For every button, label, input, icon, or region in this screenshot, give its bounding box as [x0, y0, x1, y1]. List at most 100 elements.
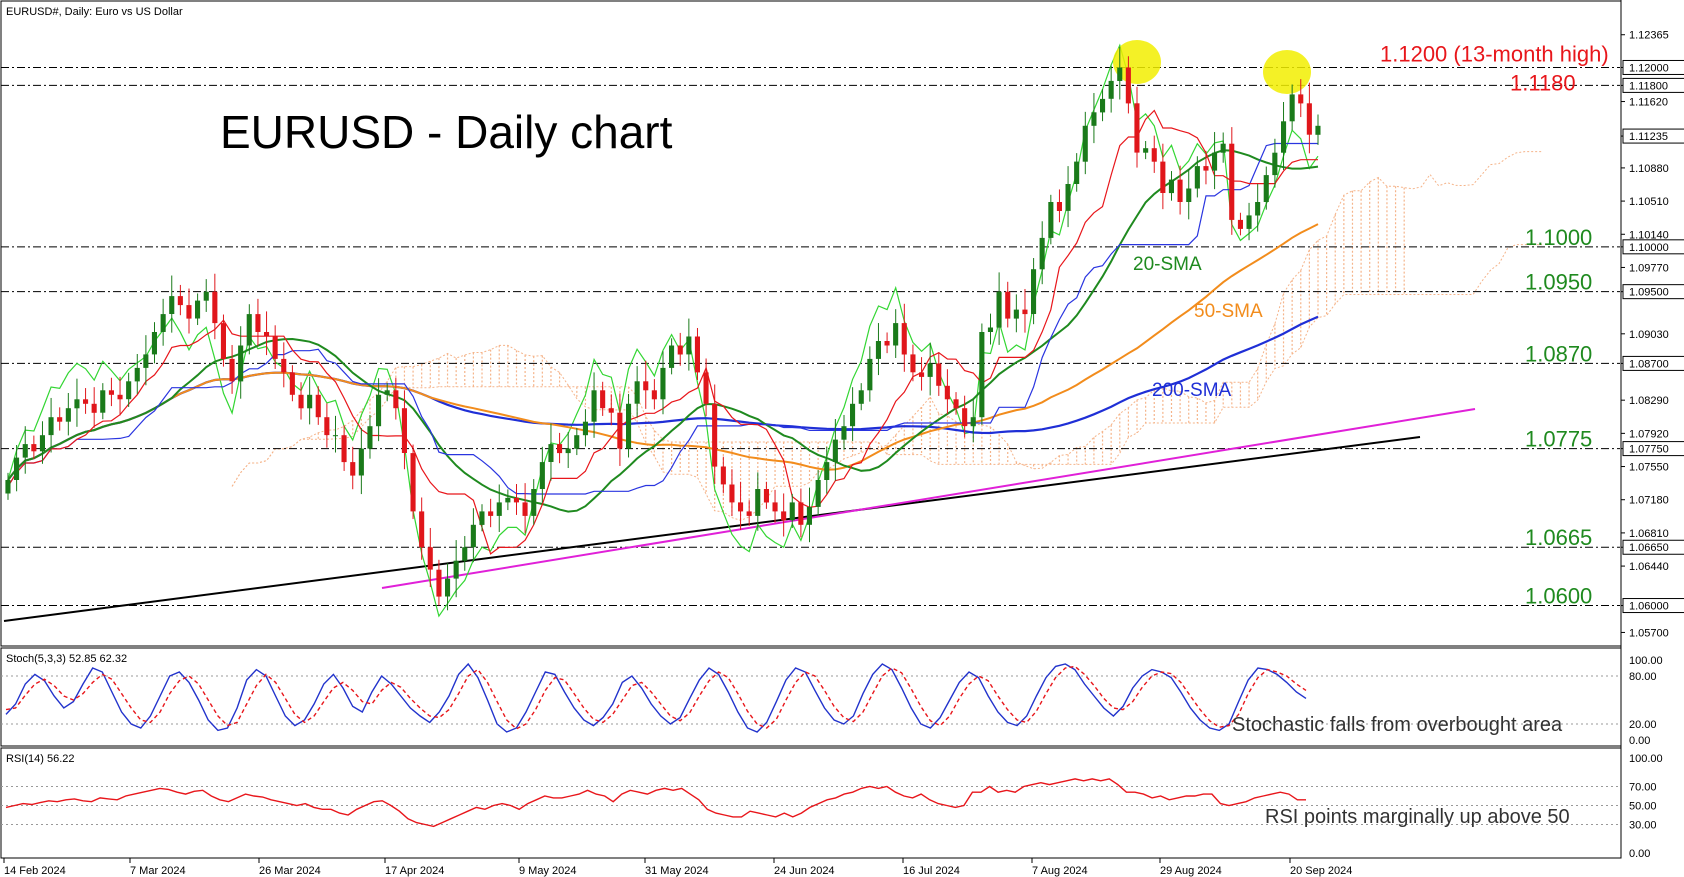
candle-body	[513, 497, 519, 503]
candle-body	[1212, 152, 1218, 171]
price-tick-label: 1.05700	[1629, 627, 1669, 639]
price-axis: 1.12365 1.12000 1.11800 1.11620 1.11235 1.108…	[1620, 0, 1684, 858]
level-annotation: 1.1000	[1525, 225, 1592, 250]
candle-body	[1005, 291, 1011, 319]
candle-body	[781, 511, 787, 521]
candle-body	[1306, 103, 1312, 135]
candle-body	[186, 305, 192, 319]
price-tick-label: 1.07180	[1629, 495, 1669, 507]
candle-body	[126, 381, 132, 400]
date-tick-label: 24 Jun 2024	[774, 865, 835, 877]
candle-body	[212, 291, 218, 324]
candle-body	[1031, 269, 1037, 314]
last-price-box	[1622, 128, 1684, 144]
candle-body	[83, 399, 89, 404]
highlight-circle-second-top	[1263, 50, 1311, 94]
osc-tick-label: 80.00	[1629, 671, 1657, 683]
candle-body	[763, 489, 769, 503]
candle-body	[238, 345, 244, 382]
level-price-label: 1.11800	[1629, 80, 1668, 92]
candle-body	[436, 569, 442, 597]
candle-body	[1013, 309, 1019, 319]
candle-body	[962, 408, 968, 427]
date-tick-label: 29 Aug 2024	[1160, 865, 1222, 877]
candle-body	[48, 417, 54, 436]
candle-body	[505, 497, 511, 503]
candle-body	[1082, 125, 1088, 162]
candle-body	[315, 394, 321, 418]
candle-body	[134, 367, 140, 382]
rsi-info: RSI(14) 56.22	[6, 753, 74, 765]
candle-body	[1160, 161, 1166, 193]
candle-body	[875, 341, 881, 359]
date-tick-label: 16 Jul 2024	[903, 865, 960, 877]
candle-body	[1177, 179, 1183, 202]
candle-body	[858, 390, 864, 404]
level-annotation: 1.0870	[1525, 341, 1592, 366]
candle-body	[832, 439, 838, 462]
stochastic-annotation: Stochastic falls from overbought area	[1232, 714, 1563, 736]
rsi-annotation: RSI points marginally up above 50	[1265, 806, 1570, 828]
candle-body	[470, 524, 476, 548]
candle-body	[445, 578, 451, 597]
candle-body	[427, 547, 433, 570]
sma50-line	[7, 223, 1319, 481]
candle-body	[531, 489, 537, 516]
price-tick-label: 1.07920	[1629, 428, 1669, 440]
osc-tick-label: 70.00	[1629, 782, 1657, 794]
candle-body	[1263, 175, 1269, 202]
candle-body	[565, 448, 571, 454]
candle-body	[220, 323, 226, 359]
rsi-lines: 100.00 70.00 50.00 30.00 0.00	[1, 753, 1663, 860]
symbol-info: EURUSD#, Daily: Euro vs US Dollar	[6, 6, 183, 18]
candle-body	[970, 417, 976, 427]
candle-body	[65, 408, 71, 422]
candle-body	[1194, 166, 1200, 189]
candle-body	[39, 435, 45, 452]
price-tick-label: 1.10140	[1629, 229, 1669, 241]
candle-body	[298, 394, 304, 409]
level-price-label: 1.07750	[1629, 444, 1669, 456]
candle-body	[720, 466, 726, 485]
candle-body	[272, 336, 278, 359]
support-trendline-black	[3, 436, 1421, 622]
level-price-label: 1.06650	[1629, 542, 1669, 554]
candle-body	[910, 354, 916, 373]
candle-body	[1255, 202, 1261, 216]
candle-body	[738, 502, 744, 512]
candle-body	[358, 448, 364, 476]
sma20-line	[7, 149, 1319, 513]
candle-body	[608, 408, 614, 413]
candle-body	[22, 444, 28, 458]
price-tick-label: 1.06810	[1629, 528, 1669, 540]
candle-body	[332, 435, 338, 437]
osc-tick-label: 50.00	[1629, 801, 1657, 813]
level-price-box	[1622, 77, 1684, 93]
candle-body	[1091, 112, 1097, 126]
candle-body	[1108, 80, 1114, 99]
price-tick-label: 1.09030	[1629, 329, 1669, 341]
senkou-span-a	[231, 151, 1543, 521]
candle-body	[651, 390, 657, 400]
candle-body	[324, 417, 330, 436]
level-annotation: 1.0950	[1525, 270, 1592, 295]
candle-body	[591, 390, 597, 422]
price-tick-label: 1.09770	[1629, 262, 1669, 274]
candle-body	[1074, 161, 1080, 184]
candles	[5, 46, 1321, 611]
candle-body	[1315, 125, 1321, 135]
candle-body	[1065, 184, 1071, 211]
candle-body	[798, 502, 804, 525]
osc-tick-label: 100.00	[1629, 753, 1663, 765]
candle-body	[5, 480, 11, 494]
candle-body	[401, 408, 407, 453]
candle-body	[806, 506, 812, 525]
candle-body	[410, 453, 416, 512]
stochastic-info: Stoch(5,3,3) 52.85 62.32	[6, 653, 127, 665]
candle-body	[160, 314, 166, 332]
candle-body	[979, 332, 985, 418]
candle-body	[393, 390, 399, 409]
level-price-box	[1622, 239, 1684, 255]
candle-body	[944, 385, 950, 400]
osc-series-RSI(14)	[5, 778, 1306, 828]
